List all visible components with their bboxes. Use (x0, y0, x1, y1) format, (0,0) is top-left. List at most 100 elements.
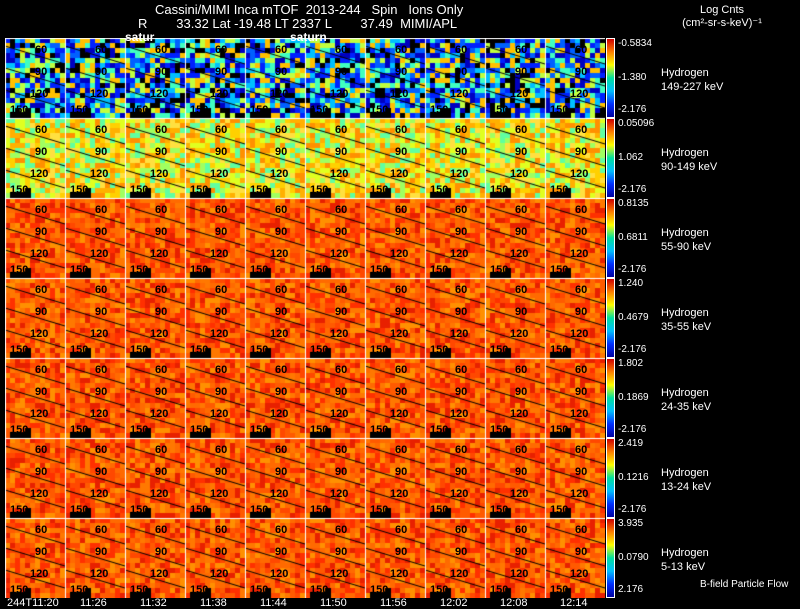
contour-label: 60 (455, 524, 468, 536)
contour-label: 150 (310, 424, 329, 436)
contour-label: 120 (450, 408, 469, 420)
colorbar-max: 3.935 (618, 518, 644, 529)
contour-label: 120 (90, 488, 109, 500)
contour-label: 150 (490, 264, 509, 276)
contour-label: 60 (575, 444, 588, 456)
contour-label: 60 (35, 444, 48, 456)
contour-label: 60 (35, 204, 48, 216)
contour-label: 120 (450, 488, 469, 500)
contour-label: 90 (215, 226, 228, 238)
contour-label: 60 (575, 44, 588, 56)
contour-label: 90 (35, 146, 48, 158)
contour-label: 90 (35, 386, 48, 398)
colorbar (606, 438, 615, 518)
energy-range-label: 24-35 keV (661, 401, 712, 413)
contour-label: 60 (455, 204, 468, 216)
units-line2: (cm²-sr-s-keV)⁻¹ (682, 17, 762, 29)
contour-label: 120 (30, 88, 49, 100)
colorbar (606, 38, 615, 118)
contour-label: 120 (450, 568, 469, 580)
contour-label: 120 (90, 408, 109, 420)
contour-label: 150 (370, 264, 389, 276)
contour-label: 60 (335, 364, 348, 376)
contour-label: 60 (335, 444, 348, 456)
units-label: Log Cnts (cm²-sr-s-keV)⁻¹ (672, 4, 772, 30)
contour-label: 150 (250, 424, 269, 436)
contour-label: 120 (390, 408, 409, 420)
contour-label: 90 (95, 386, 108, 398)
contour-label: 150 (370, 424, 389, 436)
species-label: Hydrogen (661, 227, 709, 239)
contour-label: 90 (515, 546, 528, 558)
colorbar (606, 358, 615, 438)
contour-label: 150 (430, 184, 449, 196)
contour-label: 90 (335, 386, 348, 398)
contour-label: 120 (450, 328, 469, 340)
contour-label: 90 (215, 146, 228, 158)
contour-label: 90 (95, 466, 108, 478)
colorbar-mid: -1.380 (618, 72, 647, 83)
contour-label: 90 (515, 306, 528, 318)
contour-label: 90 (515, 226, 528, 238)
contour-label: 60 (335, 524, 348, 536)
contour-label: 120 (510, 328, 529, 340)
contour-label: 90 (575, 66, 588, 78)
contour-label: 60 (455, 444, 468, 456)
contour-label: 90 (215, 466, 228, 478)
contour-label: 60 (155, 444, 168, 456)
contour-label: 60 (275, 44, 288, 56)
species-label: Hydrogen (661, 387, 709, 399)
contour-label: 60 (335, 284, 348, 296)
contour-label: 90 (515, 386, 528, 398)
contour-label: 120 (210, 168, 229, 180)
colorbar-min: -2.176 (618, 264, 647, 275)
colorbar-mid: 0.1216 (618, 472, 649, 483)
colorbar-mid: 1.062 (618, 152, 644, 163)
contour-label: 150 (130, 584, 149, 596)
contour-label: 60 (395, 524, 408, 536)
contour-label: 120 (570, 168, 589, 180)
contour-label: 150 (10, 584, 29, 596)
contour-label: 150 (370, 184, 389, 196)
contour-label: 90 (335, 66, 348, 78)
contour-label: 150 (430, 584, 449, 596)
contour-label: 120 (30, 568, 49, 580)
colorbar-max: 0.8135 (618, 198, 649, 209)
contour-label: 60 (35, 364, 48, 376)
contour-label: 60 (95, 204, 108, 216)
species-label: Hydrogen (661, 147, 709, 159)
contour-label: 120 (150, 88, 169, 100)
plot-subtitle: R 33.32 Lat -19.48 LT 2337 L 37.49 MIMI/… (138, 16, 458, 31)
contour-label: 150 (10, 504, 29, 516)
contour-label: 60 (95, 444, 108, 456)
contour-label: 150 (10, 424, 29, 436)
contour-label: 90 (575, 226, 588, 238)
energy-label: Hydrogen 24-35 keV (661, 386, 711, 414)
contour-label: 150 (490, 424, 509, 436)
contour-label: 90 (35, 306, 48, 318)
contour-label: 150 (370, 344, 389, 356)
contour-label: 150 (130, 344, 149, 356)
contour-label: 90 (335, 546, 348, 558)
contour-label: 120 (330, 408, 349, 420)
contour-label: 150 (310, 184, 329, 196)
energy-label: Hydrogen 149-227 keV (661, 66, 723, 94)
contour-label: 60 (95, 124, 108, 136)
contour-label: 120 (390, 568, 409, 580)
saturation-label: satur (125, 30, 155, 44)
contour-label: 60 (455, 44, 468, 56)
heatmap-grid: 60 90 120 150 60 90 120 150 60 90 120 150 60 90 120 150… (5, 38, 605, 598)
contour-label: 120 (150, 488, 169, 500)
contour-label: 150 (310, 104, 329, 116)
contour-label: 150 (70, 264, 89, 276)
contour-label: 90 (395, 546, 408, 558)
colorbar (606, 118, 615, 198)
contour-label: 90 (455, 146, 468, 158)
contour-label: 150 (130, 104, 149, 116)
contour-label: 60 (275, 444, 288, 456)
contour-label: 150 (550, 584, 569, 596)
contour-label: 90 (95, 226, 108, 238)
contour-label: 120 (510, 88, 529, 100)
contour-label: 90 (515, 146, 528, 158)
contour-label: 120 (330, 168, 349, 180)
